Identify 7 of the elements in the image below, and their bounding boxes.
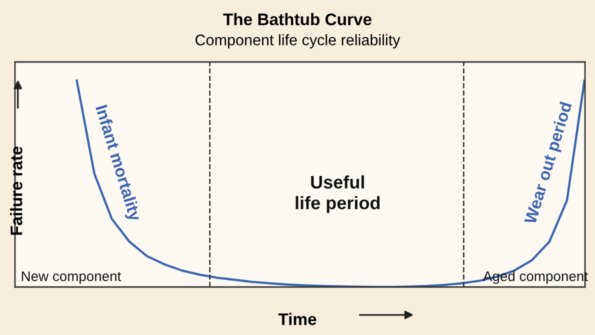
annotation: New component: [22, 271, 122, 284]
chart-subtitle: Component life cycle reliability: [196, 34, 400, 48]
x-axis-title: Time: [278, 312, 316, 326]
chart-title: The Bathtub Curve: [223, 13, 372, 26]
annotation: Wear out period: [524, 101, 576, 226]
y-axis-title: Failure rate: [10, 146, 22, 235]
annotation: Useful life period: [296, 175, 380, 213]
